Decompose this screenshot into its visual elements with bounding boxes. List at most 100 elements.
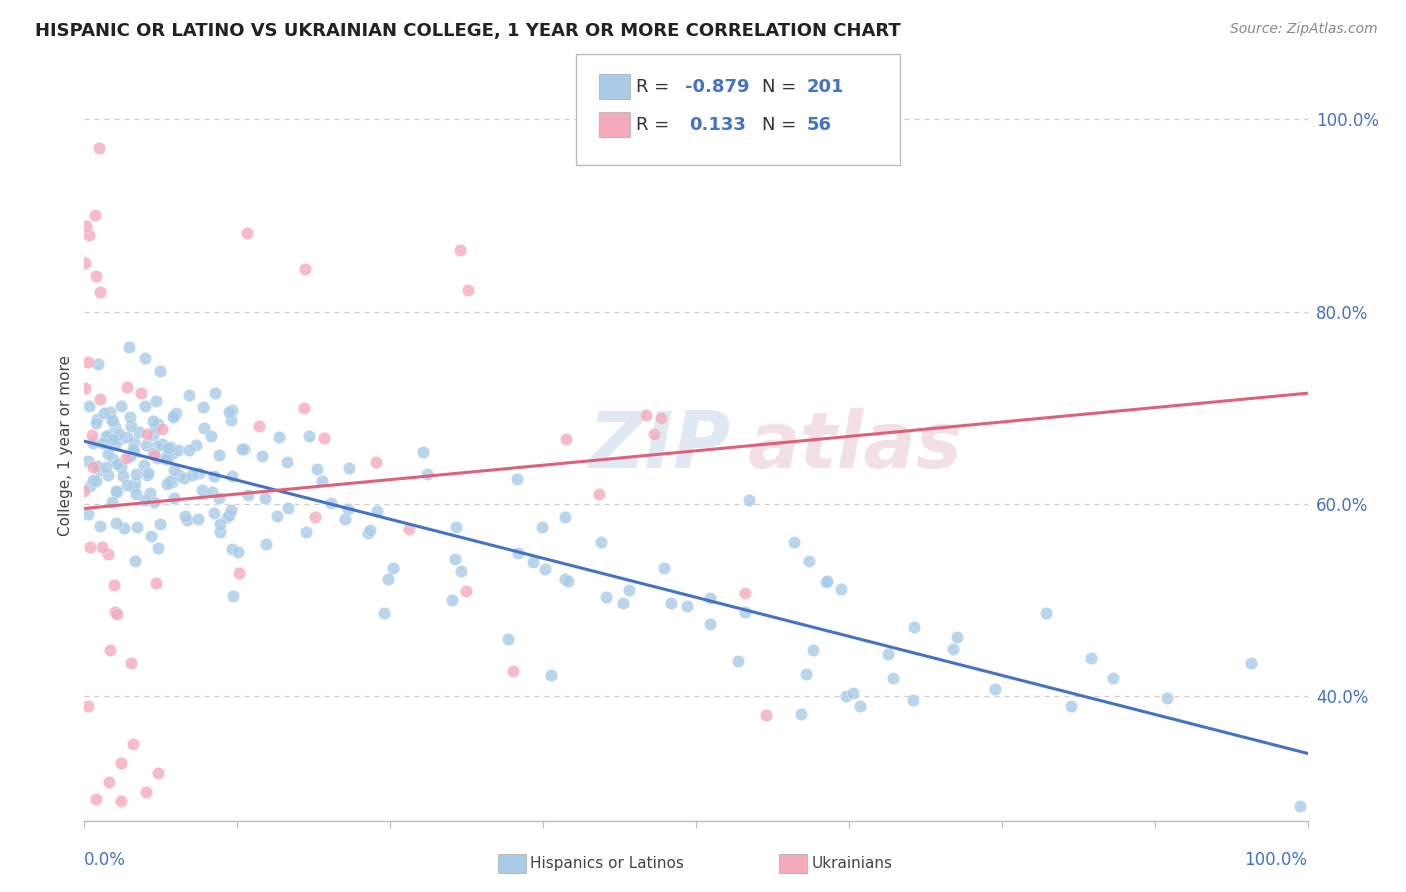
Text: 100.0%: 100.0% (1244, 851, 1308, 869)
Point (124, 445, 146, 459)
Point (1101, 671, 1123, 685)
Point (612, 596, 634, 610)
Point (143, 495, 166, 509)
Point (163, 491, 186, 506)
Point (77, 227, 100, 242)
Point (830, 582, 852, 596)
Point (247, 419, 270, 434)
Point (444, 552, 467, 566)
Point (231, 442, 253, 456)
Point (105, 457, 128, 471)
Point (266, 509, 288, 524)
Point (142, 428, 165, 442)
Point (89, 519, 111, 533)
Point (790, 707, 813, 722)
Point (84, 792, 107, 806)
Text: 201: 201 (807, 78, 845, 95)
Point (882, 671, 904, 685)
Point (150, 437, 173, 451)
Point (173, 471, 195, 485)
Point (146, 417, 169, 431)
Point (159, 474, 181, 488)
Point (125, 520, 148, 534)
Point (209, 516, 232, 531)
Point (294, 261, 316, 276)
Point (163, 462, 186, 476)
Point (454, 584, 477, 599)
Point (96, 460, 118, 475)
Point (146, 765, 169, 780)
Point (155, 477, 177, 491)
Point (1289, 798, 1312, 813)
Point (84, 417, 107, 431)
Point (903, 620, 925, 634)
Point (1240, 656, 1263, 670)
Point (292, 401, 315, 415)
Point (129, 386, 152, 401)
Point (277, 500, 299, 515)
Point (145, 419, 167, 434)
Point (699, 617, 721, 632)
Point (142, 414, 165, 428)
Point (101, 451, 124, 466)
Point (165, 406, 187, 420)
Point (734, 605, 756, 619)
Point (101, 413, 124, 427)
Point (77, 698, 100, 713)
Point (337, 461, 360, 475)
Point (124, 554, 146, 568)
Point (112, 469, 135, 483)
Point (89, 285, 111, 300)
Point (90, 540, 112, 554)
Point (675, 599, 697, 613)
Point (794, 667, 817, 681)
Point (946, 630, 969, 644)
Point (314, 431, 336, 445)
Point (636, 408, 658, 422)
Point (125, 467, 148, 481)
Point (202, 506, 225, 520)
Point (699, 591, 721, 606)
Point (381, 561, 404, 575)
Point (97, 430, 120, 444)
Point (98, 405, 121, 419)
Point (191, 483, 214, 497)
Point (146, 439, 169, 453)
Point (91, 435, 114, 450)
Point (105, 607, 128, 622)
Point (142, 446, 165, 460)
Point (136, 466, 159, 480)
Point (77, 453, 100, 467)
Point (162, 446, 184, 460)
Point (449, 244, 471, 258)
Point (108, 432, 131, 446)
Point (366, 504, 388, 518)
Point (416, 467, 439, 481)
Point (202, 469, 225, 483)
Point (180, 468, 202, 483)
Point (174, 508, 197, 523)
Point (797, 554, 820, 568)
Point (79, 540, 101, 554)
Point (167, 467, 190, 482)
Point (110, 794, 132, 808)
Point (236, 487, 259, 501)
Point (112, 521, 135, 535)
Point (124, 480, 146, 494)
Point (588, 487, 610, 501)
Point (176, 513, 198, 527)
Point (73, 256, 96, 270)
Point (534, 562, 557, 576)
Point (87, 463, 110, 477)
Point (1035, 607, 1057, 621)
Point (84, 209, 107, 223)
Point (157, 451, 180, 466)
Text: N =: N = (762, 78, 801, 95)
Point (104, 438, 127, 452)
Point (122, 435, 145, 450)
Point (755, 707, 778, 722)
Point (506, 546, 529, 560)
Text: HISPANIC OR LATINO VS UKRAINIAN COLLEGE, 1 YEAR OR MORE CORRELATION CHART: HISPANIC OR LATINO VS UKRAINIAN COLLEGE,… (35, 22, 901, 40)
Point (643, 427, 665, 442)
Point (115, 430, 138, 444)
